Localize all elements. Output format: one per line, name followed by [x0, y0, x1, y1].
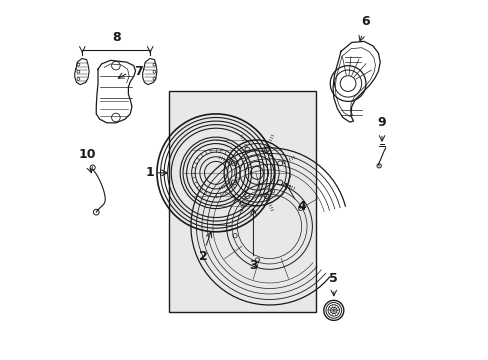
Text: 7: 7	[134, 64, 142, 77]
Text: 3: 3	[248, 259, 257, 272]
Text: 9: 9	[377, 116, 386, 129]
Text: 6: 6	[361, 15, 369, 28]
Text: 4: 4	[297, 200, 305, 213]
Text: 2: 2	[199, 250, 207, 263]
Text: 1: 1	[145, 166, 154, 179]
Text: 5: 5	[329, 272, 338, 285]
Text: 8: 8	[112, 31, 121, 44]
Text: 10: 10	[79, 148, 96, 161]
FancyBboxPatch shape	[169, 91, 315, 312]
